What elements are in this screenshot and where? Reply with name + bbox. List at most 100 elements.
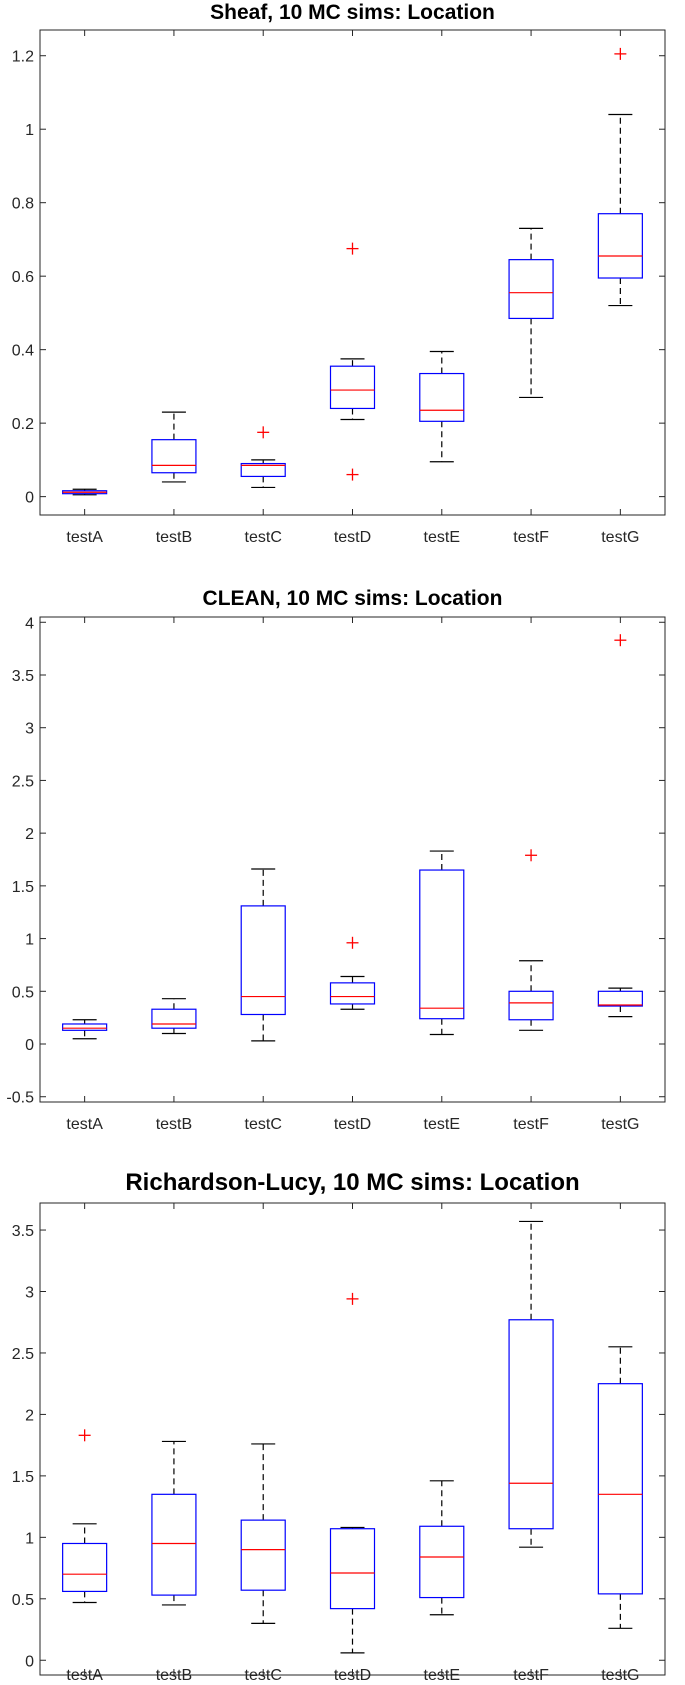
box-testC <box>240 868 286 1042</box>
boxplot-panel-3: Richardson-Lucy, 10 MC sims: Location 0 0.… <box>12 1169 666 1684</box>
chart-title: Sheaf, 10 MC sims: Location <box>210 1 495 24</box>
iqr-box <box>597 1383 643 1595</box>
y-tick-label: 1.5 <box>12 879 34 896</box>
box-testC <box>240 426 286 489</box>
iqr-box <box>151 1008 197 1029</box>
x-tick-label: testF <box>513 1667 549 1684</box>
outlier-marker <box>346 1292 359 1305</box>
iqr-box <box>151 439 197 474</box>
iqr-box <box>508 990 554 1021</box>
box-testA <box>62 1429 108 1604</box>
x-tick-label: testC <box>245 1667 282 1684</box>
boxplot-panel-2: CLEAN, 10 MC sims: Location -0.5 0 0.5 1 1.5 2… <box>6 587 666 1133</box>
y-tick-label: 1.2 <box>12 49 34 66</box>
x-tick-label: testD <box>334 1667 371 1684</box>
x-tick-label: testG <box>601 1667 639 1684</box>
iqr-box <box>508 1319 554 1530</box>
box-testF <box>508 1220 554 1548</box>
box-testC <box>240 1443 286 1624</box>
iqr-box <box>329 1528 376 1610</box>
x-tick-label: testC <box>245 529 282 546</box>
y-tick-label: 3 <box>25 1285 34 1302</box>
box-testG <box>597 1346 643 1629</box>
iqr-box <box>240 1519 286 1591</box>
outlier-marker <box>614 47 627 60</box>
x-tick-label: testB <box>156 1116 192 1133</box>
outlier-marker <box>346 242 359 255</box>
box-testD <box>329 936 376 1010</box>
iqr-box <box>419 1525 465 1599</box>
x-tick-label: testE <box>424 529 460 546</box>
outlier-marker <box>346 468 359 481</box>
x-tick-label: testG <box>601 1116 639 1133</box>
y-tick-label: 0 <box>25 490 34 507</box>
y-tick-label: -0.5 <box>6 1090 34 1107</box>
x-tick-label: testA <box>66 1667 103 1684</box>
iqr-box <box>419 869 465 1020</box>
y-tick-label: 0.2 <box>12 416 34 433</box>
plot-area <box>39 616 666 1103</box>
x-tick-label: testE <box>424 1116 460 1133</box>
y-tick-label: 1 <box>25 1530 34 1547</box>
chart-title: CLEAN, 10 MC sims: Location <box>203 587 503 610</box>
x-tick-label: testE <box>424 1667 460 1684</box>
iqr-box <box>597 213 643 279</box>
outlier-marker <box>525 849 538 862</box>
plot-area <box>39 29 666 516</box>
box-testB <box>151 411 197 483</box>
outlier-marker <box>78 1429 91 1442</box>
x-tick-label: testD <box>334 529 371 546</box>
box-testB <box>151 1440 197 1606</box>
box-testF <box>508 849 554 1031</box>
x-tick-label: testG <box>601 529 639 546</box>
y-tick-label: 4 <box>25 615 34 632</box>
y-tick-label: 0.5 <box>12 1592 34 1609</box>
iqr-box <box>329 365 376 410</box>
y-tick-label: 2.5 <box>12 1346 34 1363</box>
y-tick-label: 0 <box>25 1653 34 1670</box>
box-testE <box>419 850 465 1036</box>
iqr-box <box>240 462 286 478</box>
box-testD <box>329 1292 376 1654</box>
outlier-marker <box>346 936 359 949</box>
box-testF <box>508 227 554 399</box>
iqr-box <box>151 1493 197 1596</box>
box-testG <box>597 47 643 307</box>
iqr-box <box>508 259 554 320</box>
chart-title: Richardson-Lucy, 10 MC sims: Location <box>125 1169 579 1196</box>
x-tick-label: testB <box>156 529 192 546</box>
iqr-box <box>597 990 643 1007</box>
x-tick-label: testA <box>66 529 103 546</box>
x-tick-label: testD <box>334 1116 371 1133</box>
box-testE <box>419 350 465 463</box>
plot-area <box>39 1202 666 1676</box>
y-tick-label: 0.4 <box>12 343 34 360</box>
y-tick-label: 0.5 <box>12 984 34 1001</box>
box-testA <box>62 488 108 496</box>
y-tick-label: 1 <box>25 932 34 949</box>
iqr-box <box>419 372 465 422</box>
x-tick-label: testC <box>245 1116 282 1133</box>
y-tick-label: 2.5 <box>12 773 34 790</box>
iqr-box <box>329 982 376 1005</box>
box-testG <box>597 634 643 1018</box>
x-tick-label: testF <box>513 1116 549 1133</box>
outlier-marker <box>614 634 627 647</box>
box-testB <box>151 998 197 1035</box>
y-tick-label: 1 <box>25 122 34 139</box>
y-tick-label: 0 <box>25 1037 34 1054</box>
y-tick-label: 3.5 <box>12 668 34 685</box>
iqr-box <box>62 1542 108 1593</box>
x-tick-label: testB <box>156 1667 192 1684</box>
box-testE <box>419 1480 465 1616</box>
y-tick-label: 0.6 <box>12 269 34 286</box>
iqr-box <box>240 905 286 1016</box>
box-testA <box>62 1019 108 1040</box>
y-tick-label: 1.5 <box>12 1469 34 1486</box>
boxplot-panel-1: Sheaf, 10 MC sims: Location 0 0.2 0.4 0.6 0.8… <box>12 1 666 546</box>
y-tick-label: 3.5 <box>12 1223 34 1240</box>
x-tick-label: testA <box>66 1116 103 1133</box>
y-tick-label: 0.8 <box>12 196 34 213</box>
x-tick-label: testF <box>513 529 549 546</box>
